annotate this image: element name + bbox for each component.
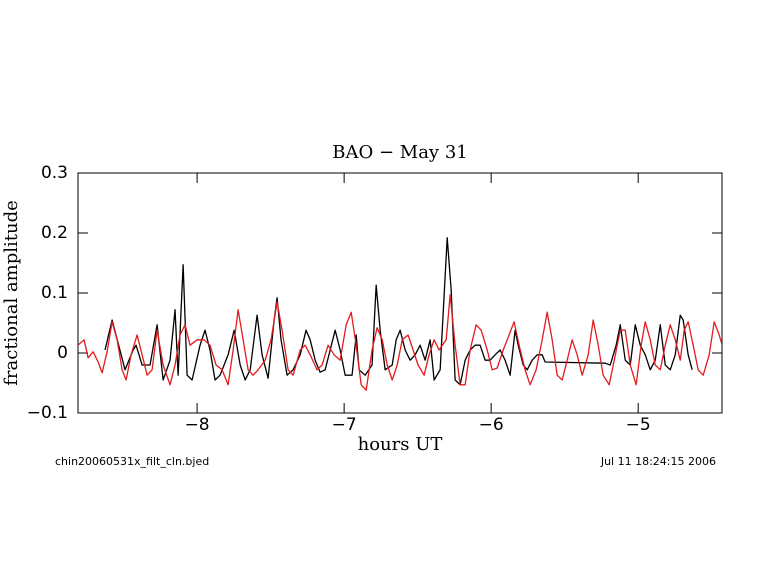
data-line — [78, 294, 722, 391]
x-tick-label: −7 — [332, 415, 357, 435]
ticks: −8 −7 −6 −5 −0.1 0 0.1 0.2 0.3 — [27, 163, 722, 435]
y-tick-label: 0.3 — [41, 163, 68, 183]
footer-date: Jul 11 18:24:15 2006 — [600, 455, 716, 468]
footer-file: chin20060531x_filt_cln.bjed — [55, 455, 209, 468]
chart-title: BAO − May 31 — [332, 142, 467, 163]
y-axis-label: fractional amplitude — [1, 200, 22, 386]
x-tick-label: −6 — [479, 415, 504, 435]
lines — [78, 237, 722, 391]
x-tick-label: −8 — [185, 415, 210, 435]
plot-frame — [77, 172, 723, 414]
data-line — [104, 237, 693, 386]
y-tick-label: −0.1 — [27, 403, 68, 423]
y-tick-label: 0.1 — [41, 283, 68, 303]
y-tick-label: 0.2 — [41, 223, 68, 243]
x-tick-label: −5 — [626, 415, 651, 435]
x-axis-label: hours UT — [358, 434, 443, 455]
y-tick-label: 0 — [57, 343, 68, 363]
